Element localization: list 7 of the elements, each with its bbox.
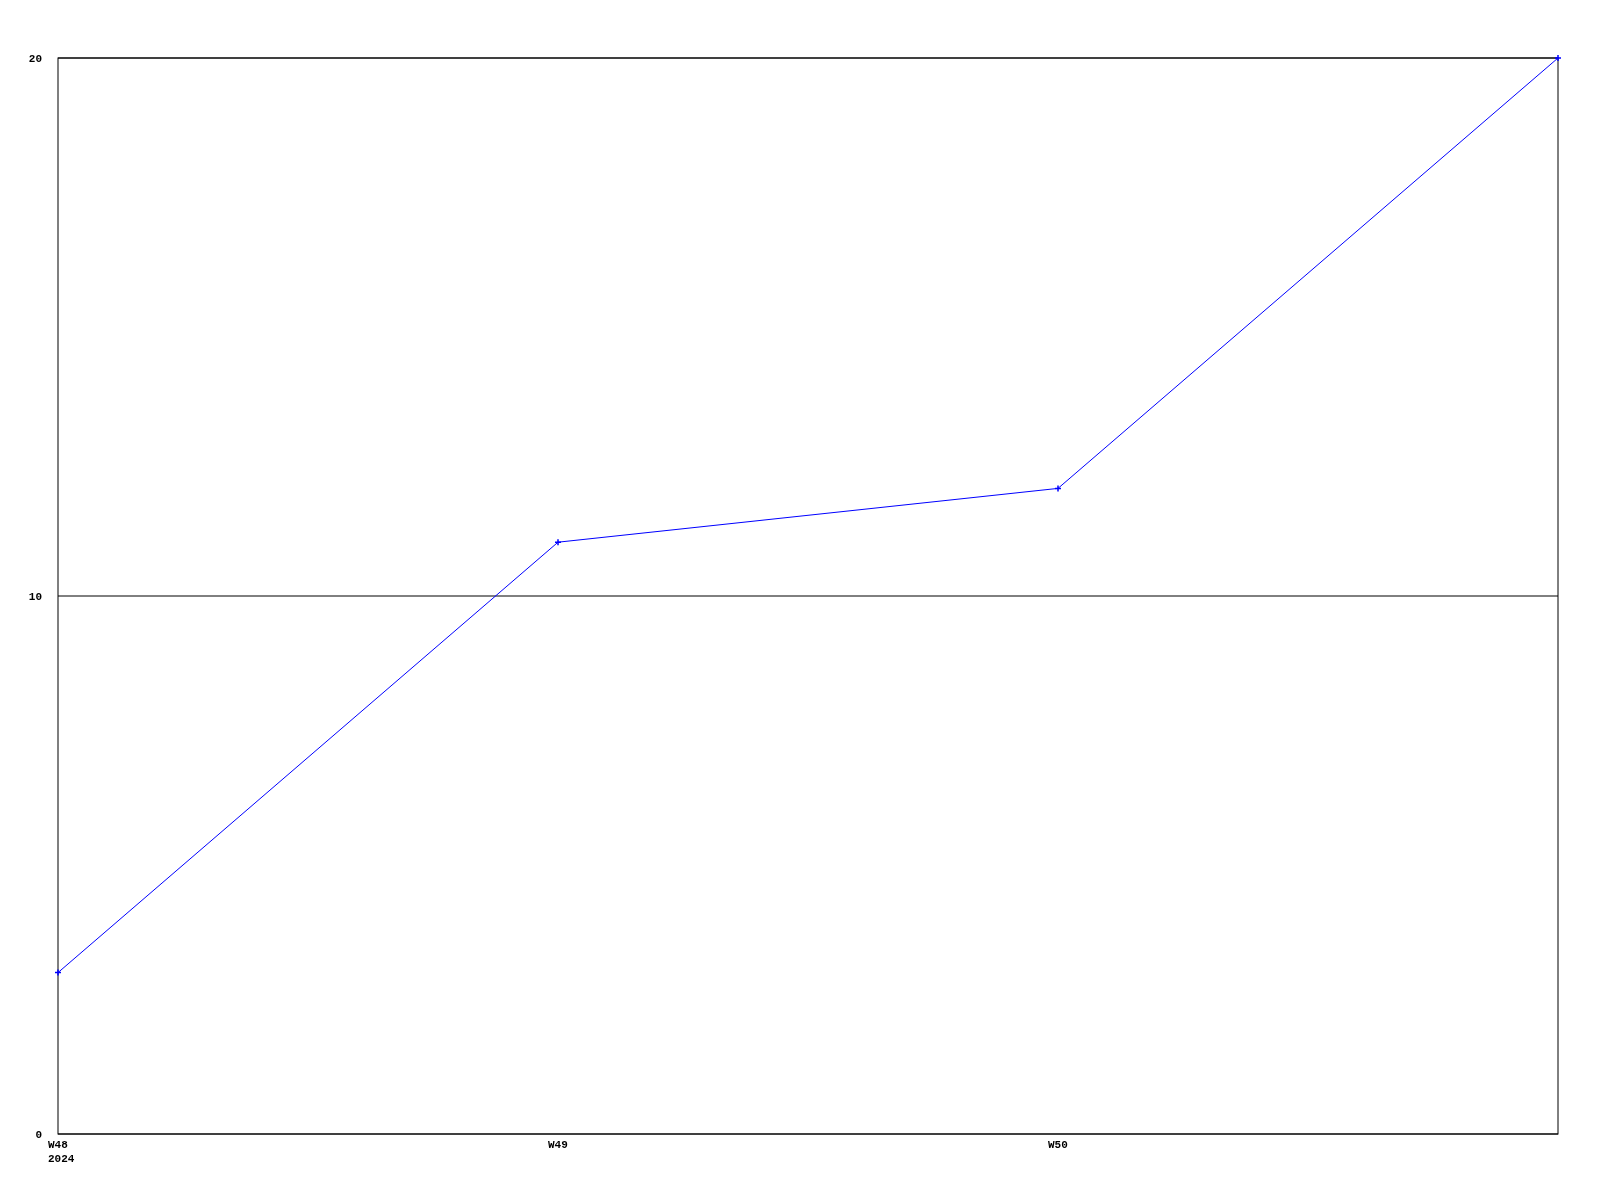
y-tick-label: 20 xyxy=(28,52,42,65)
x-tick-label: W49 xyxy=(548,1139,568,1151)
x-tick-label: W48 2024 xyxy=(48,1139,75,1165)
x-tick-label: W50 xyxy=(1048,1139,1068,1151)
point xyxy=(554,538,562,546)
y-tick-label: 10 xyxy=(28,590,42,603)
y-tick-label: 0 xyxy=(35,1128,42,1141)
